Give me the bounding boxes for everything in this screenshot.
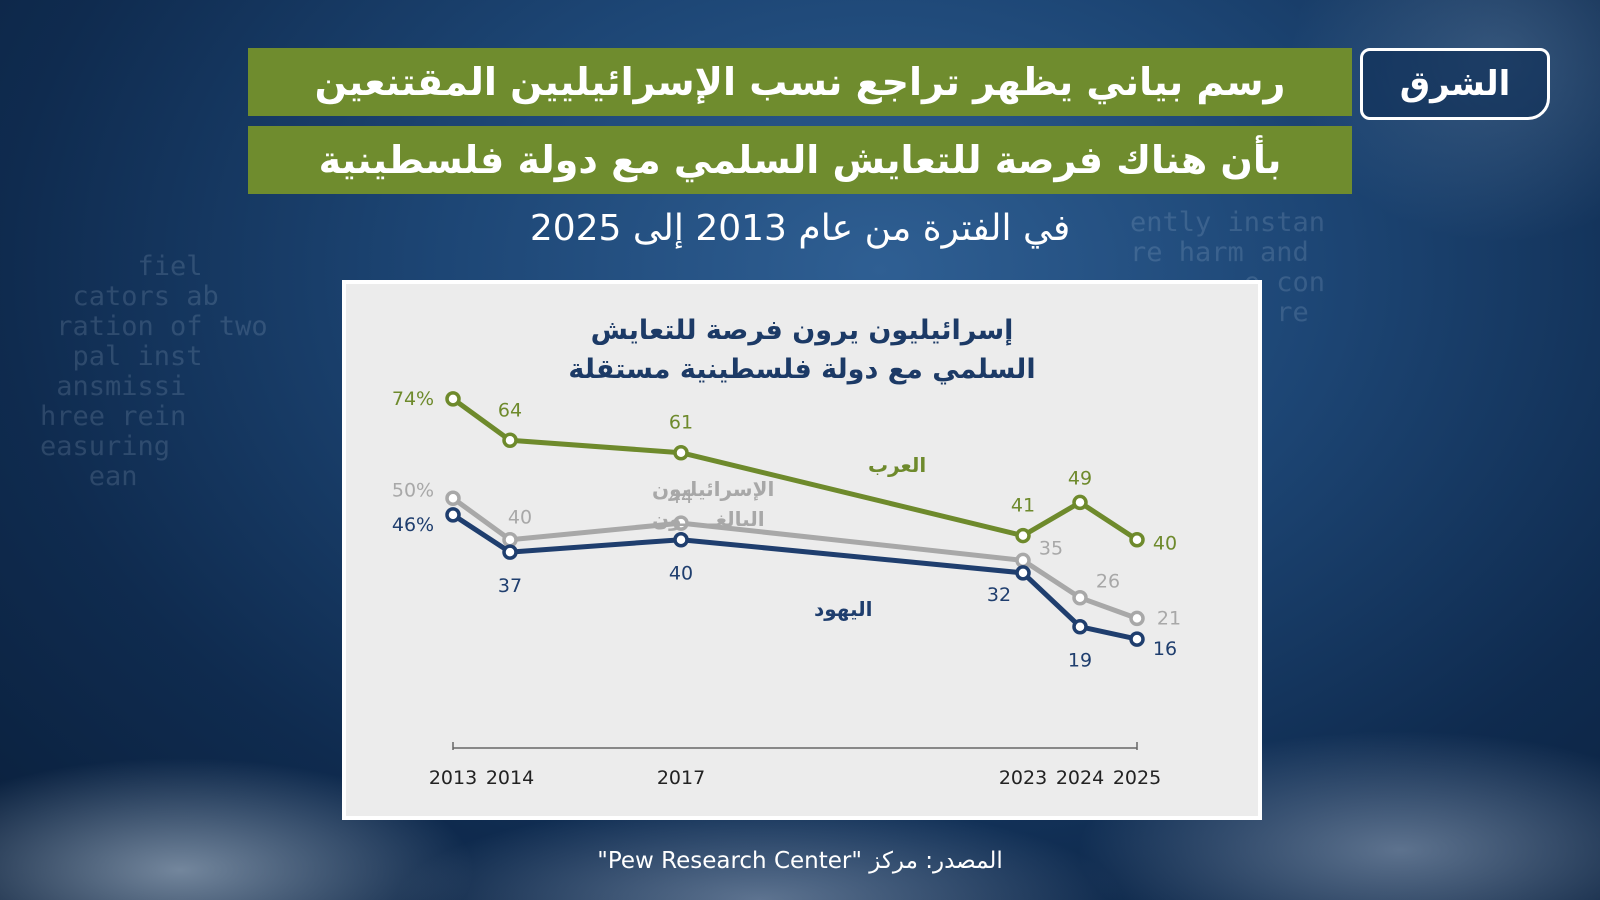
series-name-adults-line-2: البالغـــــون — [652, 507, 765, 531]
data-label-jews: 19 — [1068, 650, 1092, 672]
data-point-jews — [673, 531, 689, 548]
data-label-jews: 37 — [498, 575, 522, 597]
data-point-jews — [1015, 565, 1031, 581]
title-line-1: رسم بياني يظهر تراجع نسب الإسرائيليين ال… — [248, 48, 1352, 116]
data-point-arabs — [1015, 527, 1031, 544]
data-label-arabs: 40 — [1153, 533, 1177, 555]
title-line-1-text: رسم بياني يظهر تراجع نسب الإسرائيليين ال… — [314, 60, 1286, 104]
data-point-adults — [445, 490, 461, 507]
data-point-arabs — [502, 432, 518, 449]
chart-panel: إسرائيليون يرون فرصة للتعايش السلمي مع د… — [342, 280, 1262, 820]
x-tick-label: 2023 — [999, 767, 1047, 789]
title-line-2: بأن هناك فرصة للتعايش السلمي مع دولة فلس… — [248, 126, 1352, 194]
background-texture-text: fiel cators ab ration of two pal inst an… — [40, 251, 268, 492]
title-line-2-text: بأن هناك فرصة للتعايش السلمي مع دولة فلس… — [318, 138, 1282, 182]
data-point-jews — [502, 544, 518, 560]
series-name-arabs: العرب — [868, 453, 926, 477]
brand-logo-text: الشرق — [1399, 64, 1511, 104]
data-label-arabs: 74% — [392, 388, 434, 410]
x-tick-label: 2013 — [429, 767, 477, 789]
data-label-jews: 16 — [1153, 638, 1177, 660]
data-point-adults — [673, 515, 689, 531]
chart-title-line-1: إسرائيليون يرون فرصة للتعايش — [591, 315, 1014, 346]
data-label-adults: 50% — [392, 479, 434, 501]
series-line-jews — [450, 512, 1140, 642]
data-point-adults — [502, 531, 518, 548]
brand-logo: الشرق — [1360, 48, 1550, 120]
series-line-adults — [450, 495, 1140, 621]
data-point-arabs — [1129, 531, 1145, 548]
x-tick-label: 2024 — [1056, 767, 1104, 789]
series-name-jews: اليهود — [814, 597, 873, 621]
data-label-arabs: 49 — [1068, 467, 1092, 489]
data-point-arabs — [445, 391, 461, 407]
data-point-adults — [1015, 552, 1031, 569]
data-label-adults: 35 — [1039, 537, 1063, 559]
data-point-jews — [445, 507, 461, 523]
data-label-jews: 46% — [392, 514, 434, 536]
x-tick-label: 2014 — [486, 767, 534, 789]
data-point-adults — [1129, 610, 1145, 627]
data-label-adults: 44 — [669, 486, 693, 508]
data-label-adults: 21 — [1157, 607, 1181, 629]
data-point-arabs — [673, 444, 689, 461]
x-tick-label: 2017 — [657, 767, 705, 789]
series-line-arabs — [450, 396, 1140, 543]
source-note: المصدر: مركز "Pew Research Center" — [597, 848, 1003, 874]
chart-title-line-2: السلمي مع دولة فلسطينية مستقلة — [568, 354, 1035, 385]
subtitle: في الفترة من عام 2013 إلى 2025 — [529, 208, 1071, 249]
line-chart: إسرائيليون يرون فرصة للتعايش السلمي مع د… — [392, 315, 1181, 789]
data-point-adults — [1072, 589, 1088, 606]
x-tick-label: 2025 — [1113, 767, 1161, 789]
data-label-adults: 40 — [508, 507, 532, 529]
data-label-arabs: 64 — [498, 399, 522, 421]
series-name-adults-line-1: الإسرائيليون — [652, 477, 774, 501]
data-point-jews — [1072, 618, 1088, 635]
data-label-arabs: 41 — [1011, 495, 1035, 517]
data-label-jews: 40 — [669, 563, 693, 585]
data-point-arabs — [1072, 494, 1088, 511]
data-label-arabs: 61 — [669, 412, 693, 434]
data-label-jews: 32 — [987, 584, 1011, 606]
data-label-adults: 26 — [1096, 571, 1120, 593]
data-point-jews — [1129, 631, 1145, 647]
